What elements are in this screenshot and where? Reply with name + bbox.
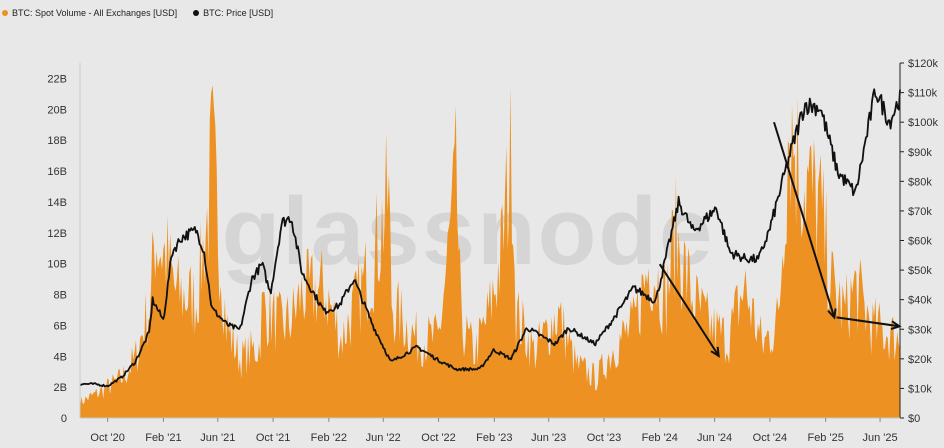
volume-area [80, 85, 900, 418]
y-left-tick-label: 2B [54, 382, 67, 394]
y-right-tick-label: $50k [908, 265, 932, 277]
y-left-tick-label: 12B [47, 228, 67, 240]
x-tick-label: Oct '24 [753, 432, 788, 444]
x-tick-label: Feb '22 [311, 432, 347, 444]
legend-item-volume[interactable]: BTC: Spot Volume - All Exchanges [USD] [2, 8, 177, 18]
y-left-tick-label: 16B [47, 166, 67, 178]
legend-item-price[interactable]: BTC: Price [USD] [193, 8, 273, 18]
x-tick-label: Oct '21 [256, 432, 291, 444]
x-tick-label: Jun '23 [531, 432, 566, 444]
y-right-tick-label: $20k [908, 354, 932, 366]
y-left-tick-label: 4B [54, 351, 67, 363]
y-right-tick-label: $60k [908, 236, 932, 248]
volume-legend-dot [2, 10, 8, 16]
axes: 0 2B 4B 6B 8B 10B 12B 14B 16B 18B 20B 22B $0 $10k $20k… [47, 58, 938, 444]
x-tick-label: Oct '20 [90, 432, 125, 444]
x-tick-label: Jun '24 [697, 432, 732, 444]
x-tick-label: Feb '21 [145, 432, 181, 444]
y-right-tick-label: $0 [908, 413, 920, 425]
y-right-tick-label: $10k [908, 383, 932, 395]
annotation-arrow-1 [658, 263, 720, 357]
watermark-text: glassnode [222, 178, 715, 285]
price-legend-label: BTC: Price [USD] [203, 8, 274, 18]
y-right-tick-label: $120k [908, 58, 938, 70]
x-tick-label: Jun '22 [366, 432, 401, 444]
price-line-layer [79, 88, 901, 388]
y-left-tick-label: 20B [47, 104, 67, 116]
annotation-arrows [658, 121, 902, 358]
y-left-tick-label: 8B [54, 290, 67, 302]
y-left-tick-label: 22B [47, 73, 67, 85]
y-right-tick-label: $40k [908, 295, 932, 307]
x-tick-label: Feb '24 [642, 432, 678, 444]
y-left-tick-label: 0 [61, 413, 67, 425]
x-tick-label: Jun '21 [200, 432, 235, 444]
y-right-tick-label: $80k [908, 176, 932, 188]
annotation-arrow-2 [773, 121, 836, 318]
y-right-tick-label: $30k [908, 324, 932, 336]
y-right-tick-label: $70k [908, 206, 932, 218]
y-right-tick-label: $100k [908, 117, 938, 129]
annotation-arrow-head-1 [710, 346, 720, 358]
y-left-tick-label: 18B [47, 135, 67, 147]
annotation-arrow-3 [836, 316, 900, 328]
y-right-tick-label: $110k [908, 88, 938, 100]
volume-area-layer [80, 85, 900, 418]
x-tick-label: Feb '25 [807, 432, 843, 444]
y-left-tick-label: 10B [47, 259, 67, 271]
chart-legend: BTC: Spot Volume - All Exchanges [USD] B… [2, 8, 273, 18]
x-tick-label: Oct '23 [587, 432, 622, 444]
volume-legend-label: BTC: Spot Volume - All Exchanges [USD] [12, 8, 178, 18]
price-legend-dot [193, 10, 200, 16]
x-tick-label: Feb '23 [476, 432, 512, 444]
x-tick-label: Jun '25 [862, 432, 897, 444]
x-tick-label: Oct '22 [421, 432, 456, 444]
y-left-tick-label: 14B [47, 197, 67, 209]
price-line [79, 88, 901, 388]
y-left-tick-label: 6B [54, 320, 67, 332]
annotation-arrow-head-2 [827, 308, 837, 320]
y-right-tick-label: $90k [908, 147, 932, 159]
